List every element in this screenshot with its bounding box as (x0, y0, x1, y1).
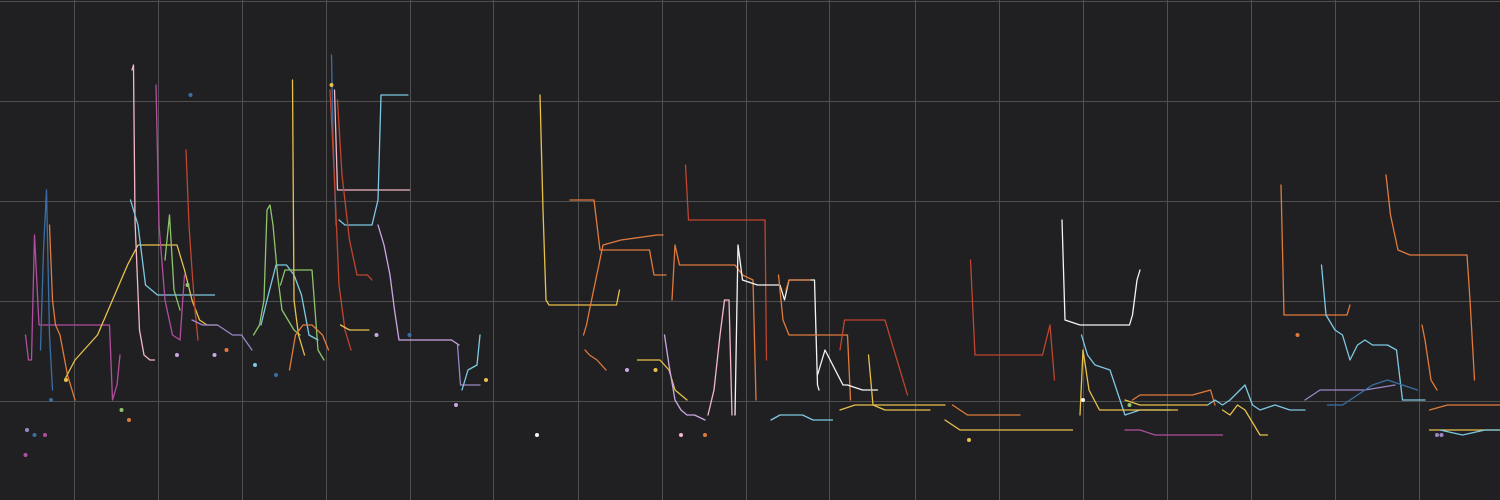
series-line-60 (1439, 429, 1500, 436)
data-point-marker (43, 433, 47, 437)
series-line-6 (129, 199, 216, 296)
series-line-43 (1061, 219, 1141, 326)
series-line-23 (456, 344, 481, 386)
series-line-26 (569, 199, 667, 276)
series-line-20 (336, 99, 373, 281)
series-line-3 (48, 224, 76, 401)
series-line-36 (777, 274, 852, 401)
data-point-marker (1295, 333, 1300, 337)
data-point-marker (1439, 433, 1444, 437)
series-line-38 (816, 349, 879, 391)
series-line-30 (684, 164, 768, 361)
series-line-45 (951, 404, 1021, 416)
data-point-marker (329, 83, 334, 87)
series-line-17 (329, 89, 352, 351)
data-point-marker (25, 428, 29, 432)
series-line-47 (1079, 349, 1179, 416)
data-point-marker (32, 433, 37, 437)
data-point-marker (679, 433, 683, 437)
series-line-41 (867, 354, 931, 411)
data-point-marker (703, 433, 707, 437)
series-line-14 (291, 79, 306, 356)
series-line-7 (155, 84, 186, 341)
series-line-1 (24, 234, 121, 401)
series-line-51 (1206, 384, 1306, 411)
markers-group (23, 83, 1444, 457)
series-line-5 (131, 64, 156, 361)
series-line-22 (377, 224, 460, 346)
data-point-marker (1435, 433, 1439, 437)
series-line-61 (1428, 404, 1500, 411)
series-line-52 (1221, 404, 1269, 436)
series-line-42 (969, 259, 1056, 381)
series-line-21 (339, 324, 370, 331)
series-line-44 (944, 419, 1074, 431)
data-point-marker (407, 333, 412, 337)
series-line-37 (770, 414, 834, 421)
series-line-19 (338, 94, 409, 226)
series-line-39 (839, 319, 909, 396)
data-point-marker (625, 368, 629, 372)
series-line-33 (707, 299, 733, 416)
series-line-57 (1304, 384, 1396, 401)
data-point-marker (23, 453, 28, 457)
series-line-29 (636, 359, 688, 401)
data-point-marker (224, 348, 229, 352)
series-line-2 (39, 189, 54, 391)
series-line-50 (1124, 429, 1224, 436)
data-point-marker (454, 403, 458, 407)
series-line-48 (1124, 399, 1209, 406)
data-point-marker (374, 333, 379, 337)
series-line-8 (164, 214, 181, 311)
data-point-marker (49, 398, 53, 402)
data-point-marker (64, 378, 68, 382)
series-line-56 (1421, 324, 1438, 391)
data-point-marker (274, 373, 278, 377)
series-line-35 (785, 279, 811, 291)
data-point-marker (127, 418, 131, 422)
series-line-49 (1131, 389, 1216, 406)
series-line-13 (279, 269, 325, 361)
series-line-27 (582, 234, 664, 336)
series-line-34 (734, 244, 820, 416)
data-point-marker (967, 438, 971, 442)
data-point-marker (212, 353, 217, 357)
series-line-4 (63, 244, 219, 381)
data-point-marker (175, 353, 179, 357)
series-line-18 (333, 89, 411, 191)
series-line-58 (1326, 379, 1419, 406)
series-line-24 (461, 334, 481, 391)
data-point-marker (185, 283, 190, 287)
series-line-55 (1385, 174, 1476, 381)
series-line-40 (839, 404, 946, 411)
data-point-marker (253, 363, 257, 367)
series-line-28 (584, 349, 607, 371)
data-point-marker (484, 378, 488, 382)
data-point-marker (188, 93, 193, 97)
data-point-marker (653, 368, 658, 372)
series-line-25 (539, 94, 621, 306)
series-line-11 (252, 204, 301, 336)
data-point-marker (535, 433, 539, 437)
data-point-marker (119, 408, 124, 412)
series-line-32 (663, 334, 706, 421)
data-point-marker (1127, 403, 1132, 407)
series-line-15 (288, 324, 330, 371)
data-point-marker (1081, 398, 1085, 402)
series-line-10 (191, 319, 253, 351)
series-line-53 (1280, 184, 1351, 316)
series-line-9 (185, 149, 199, 341)
series-group (24, 54, 1500, 436)
series-line-31 (671, 244, 757, 401)
series-line-54 (1320, 264, 1426, 401)
